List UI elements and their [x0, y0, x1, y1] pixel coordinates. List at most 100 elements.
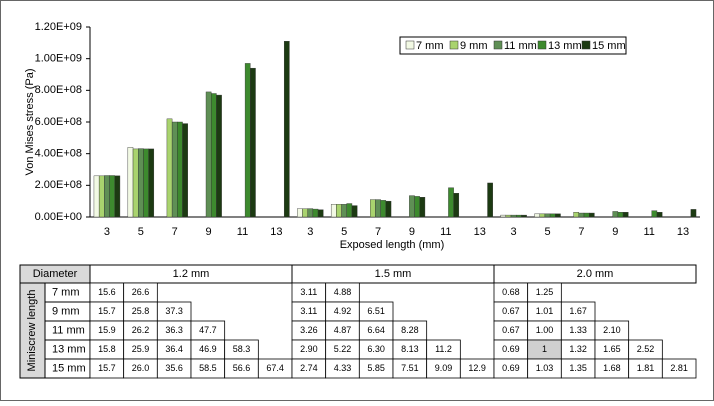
- bar: [216, 94, 222, 218]
- bar: [414, 196, 420, 218]
- cell-value: 0.67: [502, 306, 520, 316]
- bar: [651, 210, 658, 218]
- bar: [98, 175, 105, 218]
- bar: [317, 209, 324, 218]
- cell-value: 1.81: [637, 363, 655, 373]
- x-tick-label: 5: [341, 226, 347, 238]
- bar: [307, 208, 314, 218]
- bar: [205, 91, 212, 218]
- cell-value: 0.69: [502, 344, 520, 354]
- bar: [302, 208, 308, 218]
- cell-value: 1.35: [569, 363, 587, 373]
- cell-value: 6.30: [367, 344, 385, 354]
- bar: [177, 121, 183, 218]
- cell-value: 2.81: [670, 363, 688, 373]
- bar: [336, 204, 342, 218]
- bar: [544, 213, 551, 218]
- bar: [555, 213, 561, 218]
- cell-value: 25.8: [132, 306, 150, 316]
- bar: [346, 203, 353, 218]
- cell-value: 12.9: [468, 363, 486, 373]
- group-label: 1.2 mm: [173, 268, 210, 280]
- x-tick-label: 3: [511, 226, 517, 238]
- x-tick-label: 13: [474, 226, 486, 238]
- bar: [138, 148, 144, 218]
- x-tick-label: 5: [138, 226, 144, 238]
- bar: [578, 212, 585, 218]
- group-cell: [493, 264, 697, 284]
- cell-value: 35.6: [165, 363, 183, 373]
- row-label: 11 mm: [52, 324, 85, 336]
- bar: [656, 212, 663, 218]
- cell-value: 1.33: [569, 325, 587, 335]
- bar: [283, 41, 290, 218]
- bar: [93, 175, 100, 218]
- bar: [521, 214, 527, 218]
- bar: [453, 193, 460, 218]
- cell-value: 5.22: [334, 344, 352, 354]
- bar: [244, 63, 251, 218]
- cell-value: 11.2: [435, 344, 452, 354]
- y-tick-label: 2.00E+08: [35, 179, 82, 191]
- bar: [148, 148, 155, 218]
- cell-value: 1.25: [536, 287, 554, 297]
- bar: [114, 175, 121, 218]
- legend-label: 7 mm: [416, 40, 444, 52]
- cell-value: 46.9: [199, 344, 217, 354]
- row-label: 9 mm: [52, 305, 80, 317]
- cell-value: 26.0: [132, 363, 150, 373]
- cell-value: 1: [542, 344, 547, 354]
- cell-value: 4.87: [334, 325, 352, 335]
- cell-value: 3.11: [300, 287, 317, 297]
- bar: [143, 148, 149, 218]
- cell-value: 1.65: [603, 344, 621, 354]
- bar: [250, 67, 256, 218]
- bar: [351, 205, 358, 218]
- cell-value: 9.09: [435, 363, 453, 373]
- bar: [211, 93, 217, 218]
- x-tick-label: 3: [307, 226, 313, 238]
- cell-value: 47.7: [199, 325, 217, 335]
- cell-value: 36.3: [165, 325, 183, 335]
- x-tick-label: 11: [643, 226, 654, 238]
- cell-value: 3.11: [300, 306, 317, 316]
- bar: [549, 213, 556, 218]
- cell-value: 67.4: [266, 363, 284, 373]
- legend-swatch: [449, 40, 459, 50]
- bar: [588, 212, 595, 218]
- legend-swatch: [581, 40, 591, 50]
- cell-value: 26.2: [132, 325, 150, 335]
- x-tick-label: 3: [104, 226, 110, 238]
- cell-value: 58.5: [199, 363, 217, 373]
- x-tick-label: 5: [544, 226, 550, 238]
- x-tick-label: 7: [172, 226, 178, 238]
- bar: [516, 214, 522, 218]
- cell-value: 15.6: [98, 287, 116, 297]
- cell-value: 2.52: [637, 344, 655, 354]
- bar: [448, 187, 454, 218]
- cell-value: 2.90: [300, 344, 318, 354]
- legend-label: 13 mm: [548, 40, 582, 52]
- cell-value: 2.74: [300, 363, 318, 373]
- cell-value: 1.68: [603, 363, 621, 373]
- legend-swatch: [493, 40, 503, 50]
- cell: [661, 358, 697, 379]
- bar: [510, 214, 517, 218]
- cell-value: 8.13: [401, 344, 419, 354]
- bar: [171, 121, 178, 218]
- bar: [109, 175, 115, 218]
- bar: [505, 214, 512, 218]
- cell-value: 2.10: [603, 325, 621, 335]
- bar: [419, 197, 426, 218]
- cell-value: 56.6: [233, 363, 251, 373]
- bar: [370, 199, 376, 218]
- y-tick-label: 4.00E+08: [35, 148, 82, 160]
- bar: [132, 148, 139, 218]
- table-header: Diameter: [33, 268, 78, 280]
- row-label: 13 mm: [52, 343, 86, 355]
- cell-value: 36.4: [165, 344, 183, 354]
- cell-value: 0.68: [502, 287, 520, 297]
- cell-value: 1.00: [536, 325, 554, 335]
- y-tick-label: 0.00E+00: [35, 211, 82, 223]
